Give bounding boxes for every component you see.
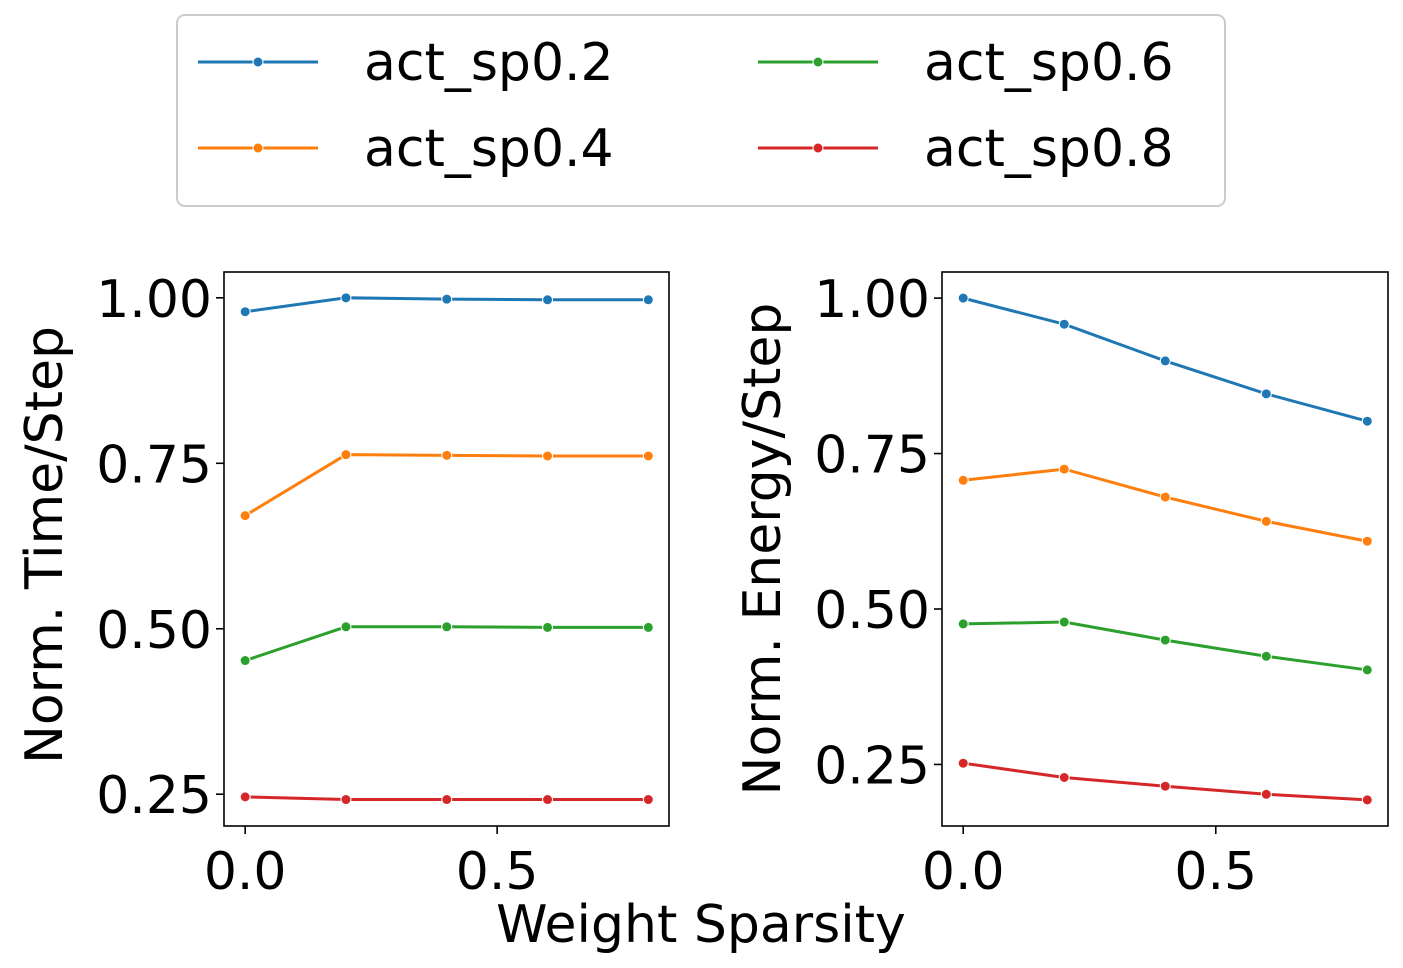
data-point: [1058, 463, 1070, 475]
legend-entry: act_sp0.2: [198, 33, 614, 93]
data-point: [1159, 634, 1171, 646]
axes-frame: [223, 271, 670, 827]
data-point: [441, 794, 453, 806]
x-tick-label: 0.0: [204, 842, 287, 902]
data-point: [642, 450, 654, 462]
series-line: [244, 453, 649, 517]
legend-marker: [252, 56, 264, 68]
data-point: [1159, 780, 1171, 792]
y-tick-label: 1.00: [814, 270, 930, 330]
data-point: [441, 621, 453, 633]
data-point: [957, 757, 969, 769]
data-point: [1058, 772, 1070, 784]
x-tick-label: 0.5: [1174, 842, 1257, 902]
series-act_sp0.4: [239, 449, 654, 522]
data-point: [1260, 650, 1272, 662]
x-tick-label: 0.0: [922, 842, 1005, 902]
legend-marker: [812, 142, 824, 154]
legend-entry: act_sp0.6: [758, 33, 1174, 93]
legend-label: act_sp0.6: [924, 33, 1174, 93]
subplot-2: 0.0 0.5 1.00 0.75 0.50 0.25 Norm. Energy/Step: [733, 270, 1389, 902]
data-point: [441, 449, 453, 461]
series-act_sp0.8: [957, 757, 1373, 806]
data-point: [1260, 388, 1272, 400]
data-point: [957, 474, 969, 486]
series-act_sp0.6: [239, 621, 654, 667]
series-line: [963, 467, 1368, 543]
legend-entry: act_sp0.4: [198, 119, 614, 179]
legend-marker: [812, 56, 824, 68]
x-tick-label: 0.5: [456, 842, 539, 902]
data-point: [441, 293, 453, 305]
data-point: [957, 292, 969, 304]
data-point: [642, 794, 654, 806]
data-point: [542, 794, 554, 806]
data-point: [542, 294, 554, 306]
data-point: [1058, 616, 1070, 628]
legend-label: act_sp0.4: [364, 119, 614, 179]
data-point: [340, 621, 352, 633]
subplot-1: 0.0 0.5 1.00 0.75 0.50 0.25 Norm. Time/Step: [15, 270, 670, 902]
y-tick-label: 0.25: [96, 766, 212, 826]
y-tick-label: 0.75: [96, 435, 212, 495]
series-act_sp0.8: [239, 791, 654, 806]
data-point: [642, 621, 654, 633]
data-point: [957, 618, 969, 630]
series-act_sp0.6: [957, 616, 1373, 676]
y-tick-label: 0.50: [96, 601, 212, 661]
data-point: [239, 791, 251, 803]
y-axis-label: Norm. Energy/Step: [733, 303, 793, 796]
data-point: [239, 306, 251, 318]
legend-frame: [176, 14, 1226, 207]
data-point: [340, 449, 352, 461]
data-point: [239, 655, 251, 667]
y-tick-label: 0.75: [814, 426, 930, 486]
data-point: [1260, 788, 1272, 800]
series-line: [963, 620, 1368, 672]
legend: act_sp0.2 act_sp0.4 act_sp0.6 act_sp0.8: [176, 14, 1226, 207]
legend-label: act_sp0.2: [364, 33, 614, 93]
legend-marker: [252, 142, 264, 154]
y-tick-label: 1.00: [96, 270, 212, 330]
data-point: [1159, 491, 1171, 503]
data-point: [1361, 535, 1373, 547]
series-act_sp0.2: [239, 292, 654, 318]
data-point: [239, 510, 251, 522]
x-axis-label: Weight Sparsity: [496, 895, 906, 955]
data-point: [1159, 355, 1171, 367]
data-point: [1361, 415, 1373, 427]
data-point: [1361, 794, 1373, 806]
data-point: [542, 450, 554, 462]
legend-label: act_sp0.8: [924, 119, 1174, 179]
data-point: [1058, 318, 1070, 330]
data-point: [1361, 664, 1373, 676]
data-point: [542, 621, 554, 633]
data-point: [340, 292, 352, 304]
data-point: [340, 794, 352, 806]
axes-frame: [941, 271, 1389, 827]
legend-entry: act_sp0.8: [758, 119, 1174, 179]
data-point: [1260, 515, 1272, 527]
y-tick-label: 0.25: [814, 736, 930, 796]
data-point: [642, 294, 654, 306]
series-act_sp0.2: [957, 292, 1373, 427]
series-act_sp0.4: [957, 463, 1373, 547]
y-tick-label: 0.50: [814, 581, 930, 641]
y-axis-label: Norm. Time/Step: [15, 326, 75, 764]
